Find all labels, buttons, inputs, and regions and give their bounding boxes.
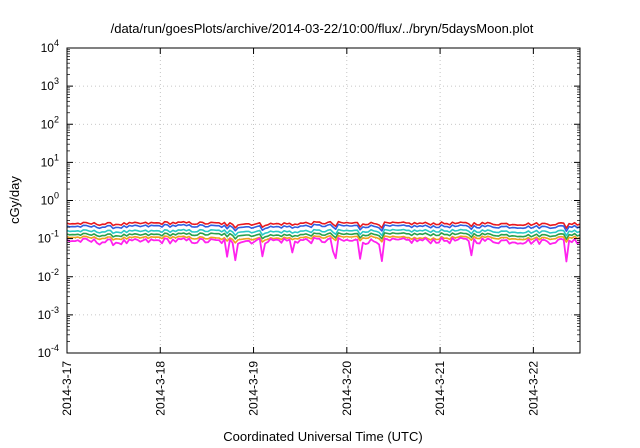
x-tick-label: 2014-3-18 — [153, 361, 167, 416]
y-tick-label: 103 — [41, 76, 59, 93]
y-tick-label: 104 — [41, 38, 59, 55]
y-tick-label: 101 — [41, 152, 59, 169]
y-tick-label: 102 — [41, 114, 59, 131]
x-tick-label: 2014-3-21 — [433, 361, 447, 416]
y-tick-label: 10-3 — [38, 305, 59, 322]
series-line — [66, 232, 581, 240]
chart-title: /data/run/goesPlots/archive/2014-03-22/1… — [111, 21, 534, 36]
y-axis-label: cGy/day — [7, 176, 22, 224]
y-tick-label: 10-4 — [38, 343, 59, 360]
y-tick-label: 10-2 — [38, 267, 59, 284]
x-axis: 2014-3-17 2014-3-18 2014-3-19 2014-3-20 2014… — [60, 48, 540, 416]
series-line — [66, 228, 581, 237]
x-tick-label: 2014-3-17 — [60, 361, 74, 416]
y-tick-label: 100 — [41, 191, 59, 208]
series-line — [66, 236, 581, 263]
x-axis-label: Coordinated Universal Time (UTC) — [223, 429, 422, 444]
y-axis: 10-4 10-3 10-2 10-1 100 101 102 103 104 — [38, 38, 580, 360]
grid — [67, 48, 580, 353]
data-series — [66, 220, 581, 263]
y-tick-label: 10-1 — [38, 229, 59, 246]
x-tick-label: 2014-3-22 — [526, 361, 540, 416]
x-tick-label: 2014-3-19 — [247, 361, 261, 416]
series-line — [66, 223, 581, 232]
series-line — [66, 220, 581, 229]
series-line — [66, 234, 581, 244]
x-tick-label: 2014-3-20 — [340, 361, 354, 416]
